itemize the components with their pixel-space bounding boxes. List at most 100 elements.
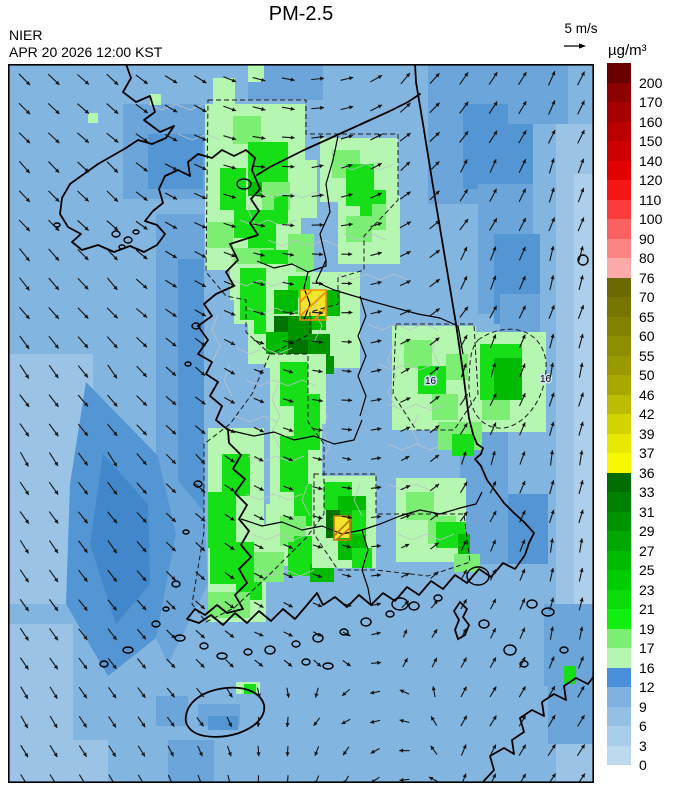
wind-vector-head bbox=[84, 226, 89, 231]
wind-vector-head bbox=[579, 362, 584, 367]
concentration-cell bbox=[574, 174, 594, 724]
wind-vector-head bbox=[112, 635, 117, 641]
wind-vector-head bbox=[579, 421, 584, 426]
colorbar-segment bbox=[607, 550, 631, 570]
wind-vector-head bbox=[84, 80, 89, 85]
wind-vector-head bbox=[342, 691, 347, 696]
wind-vector-head bbox=[25, 344, 30, 349]
island bbox=[559, 646, 569, 654]
wind-vector-head bbox=[434, 366, 440, 371]
island bbox=[193, 480, 203, 488]
wind-vector-head bbox=[290, 77, 295, 82]
wind-vector bbox=[137, 774, 144, 783]
wind-vector-head bbox=[231, 107, 237, 112]
county-boundary bbox=[387, 403, 445, 411]
wind-vector-head bbox=[24, 694, 28, 699]
wind-vector-head bbox=[549, 626, 555, 631]
wind-vector-head bbox=[377, 222, 382, 227]
wind-vector-head bbox=[171, 546, 176, 552]
wind-vector-head bbox=[202, 224, 207, 229]
province-boundary bbox=[315, 259, 327, 283]
wind-vector-head bbox=[287, 662, 293, 667]
colorbar-segment bbox=[607, 82, 631, 102]
wind-vector-head bbox=[521, 627, 526, 632]
wind-vector-head bbox=[551, 773, 556, 778]
wind-vector-head bbox=[348, 134, 353, 139]
wind-vector-head bbox=[377, 339, 382, 344]
wind-vector-head bbox=[142, 313, 148, 318]
wind-vector-head bbox=[318, 515, 323, 520]
wind-vector-head bbox=[142, 518, 147, 523]
concentration-cell bbox=[178, 259, 204, 524]
island bbox=[519, 660, 529, 668]
wind-vector-head bbox=[434, 513, 440, 518]
wind-vector-head bbox=[172, 195, 178, 200]
wind-vector-head bbox=[347, 456, 352, 461]
wind-vector-head bbox=[202, 195, 207, 200]
wind-vector-head bbox=[143, 255, 148, 260]
county-boundary bbox=[397, 533, 455, 541]
wind-vector-head bbox=[200, 546, 205, 551]
concentration-cell bbox=[310, 564, 334, 582]
concentration-cell bbox=[207, 222, 233, 248]
colorbar-segment bbox=[607, 180, 631, 200]
coastline bbox=[481, 675, 594, 783]
wind-vector-head bbox=[377, 368, 382, 373]
wind-vector-head bbox=[285, 693, 291, 698]
wind-vector-head bbox=[259, 603, 264, 608]
wind-vector-head bbox=[434, 425, 440, 430]
colorbar-segment bbox=[607, 531, 631, 551]
island bbox=[162, 606, 170, 612]
wind-vector-head bbox=[112, 693, 117, 699]
wind-vector-head bbox=[142, 576, 147, 582]
wind-vector-head bbox=[54, 431, 59, 437]
wind-vector-head bbox=[55, 80, 60, 85]
wind-vector-head bbox=[464, 101, 469, 107]
concentration-cell bbox=[508, 494, 548, 564]
wind-vector-head bbox=[579, 509, 584, 515]
wind-vector-head bbox=[492, 334, 497, 339]
colorbar-tick-label: 27 bbox=[639, 542, 655, 559]
wind-vector-head bbox=[24, 636, 29, 641]
wind-vector-head bbox=[113, 197, 118, 202]
concentration-cell bbox=[8, 740, 108, 783]
wind-vector-head bbox=[142, 372, 147, 377]
colorbar-segment bbox=[607, 63, 631, 83]
wind-vector-head bbox=[231, 165, 237, 170]
wind-vector-head bbox=[347, 573, 352, 578]
wind-vector-head bbox=[172, 79, 178, 84]
wind-vector-head bbox=[580, 715, 585, 720]
wind-vector-head bbox=[171, 430, 177, 435]
wind-vector-head bbox=[230, 545, 235, 550]
wind-vector-head bbox=[55, 197, 60, 202]
wind-vector-head bbox=[405, 514, 411, 519]
concentration-cell bbox=[150, 94, 161, 105]
wind-vector-head bbox=[435, 102, 440, 107]
colorbar-segment bbox=[607, 745, 631, 765]
wind-vector-head bbox=[317, 573, 323, 578]
hotspot-hatch bbox=[299, 291, 327, 317]
wind-vector-head bbox=[580, 100, 585, 106]
wind-vector-head bbox=[142, 343, 147, 348]
wind-vector-head bbox=[405, 572, 410, 577]
county-boundary bbox=[367, 323, 439, 331]
wind-vector-head bbox=[435, 73, 440, 78]
wind-vector-head bbox=[259, 516, 264, 520]
wind-vector-head bbox=[492, 393, 497, 398]
wind-vector-head bbox=[172, 166, 178, 171]
coastline bbox=[256, 93, 421, 176]
wind-vector-head bbox=[492, 159, 497, 164]
concentration-cell bbox=[406, 492, 434, 520]
colorbar-segment bbox=[607, 706, 631, 726]
wind-vector-head bbox=[54, 548, 58, 554]
wind-vector-head bbox=[521, 276, 526, 281]
wind-vector-head bbox=[319, 193, 324, 198]
wind-vector-head bbox=[25, 402, 30, 408]
island bbox=[182, 529, 190, 535]
wind-vector-head bbox=[521, 246, 526, 252]
wind-vector-head bbox=[521, 744, 526, 749]
wind-vector-head bbox=[113, 256, 118, 261]
county-boundary bbox=[245, 379, 317, 387]
wind-vector bbox=[78, 774, 86, 783]
